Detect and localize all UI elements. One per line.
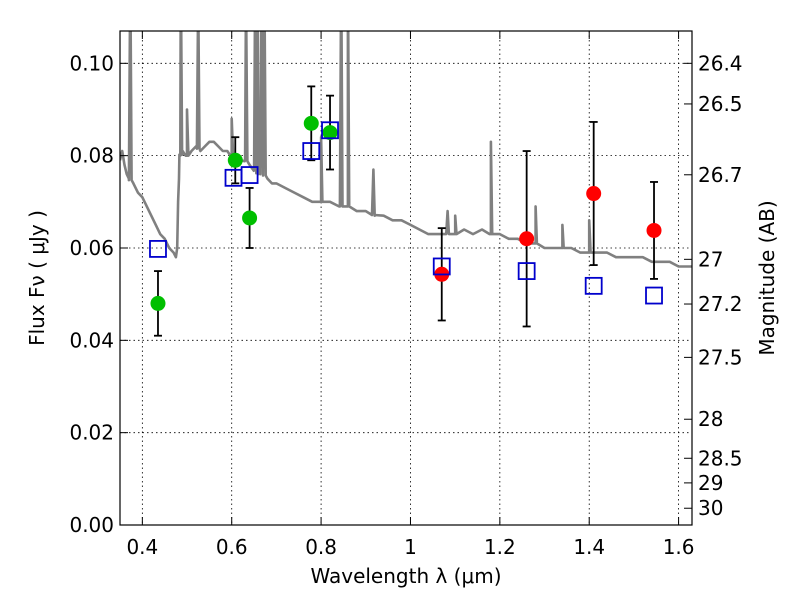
y2-tick-label: 27.2 [698,292,743,316]
data-point [586,186,602,202]
x-tick-label: 0.8 [305,535,337,559]
y2-tick-label: 30 [698,496,723,520]
data-point [646,222,662,238]
y-tick-label: 0.08 [69,144,114,168]
model-point [517,262,536,280]
data-point [227,152,243,168]
model-point [645,286,663,305]
y-tick-label: 0.04 [69,328,114,352]
plot-area [120,31,692,337]
grid [120,31,692,526]
model-point [584,276,603,295]
y2-tick-label: 28.5 [698,446,743,470]
model-point [149,240,167,258]
y2-tick-label: 29 [698,471,723,495]
spectrum-line [120,31,692,268]
y-tick-label: 0.00 [69,513,114,537]
y-tick-label: 0.10 [69,51,114,75]
y2-tick-label: 27.5 [698,345,743,369]
x-axis-title: Wavelength λ (μm) [310,564,501,588]
data-point [242,210,258,226]
x-tick-label: 1 [404,535,417,559]
y2-tick-label: 28 [698,407,723,431]
model-point [432,257,451,276]
y2-axis-title: Magnitude (AB) [755,200,779,355]
y2-tick-label: 26.7 [698,163,743,187]
model-point [240,166,259,184]
model-point [302,142,321,160]
x-tick-label: 0.4 [126,535,158,559]
data-point [303,115,319,131]
data-point [322,125,338,141]
x-tick-label: 1.4 [573,535,605,559]
y2-tick-label: 27 [698,247,723,271]
x-tick-label: 0.6 [216,535,248,559]
data-point [519,231,535,247]
y-axis-title: Flux Fν ( μJy ) [25,210,49,346]
axis-ticks: 0.4 0.6 0.8 1 1.2 1.4 1.6 0.00 0.02 0.04 0.06 0.08 0… [69,31,743,559]
y2-tick-label: 26.5 [698,92,743,116]
x-tick-label: 1.6 [663,535,695,559]
data-point [150,295,166,311]
y-tick-label: 0.02 [69,421,114,445]
x-tick-label: 1.2 [484,535,516,559]
y-tick-label: 0.06 [69,236,114,260]
plot-frame [119,30,693,526]
model-point [321,121,339,140]
y2-tick-label: 26.4 [698,51,743,75]
